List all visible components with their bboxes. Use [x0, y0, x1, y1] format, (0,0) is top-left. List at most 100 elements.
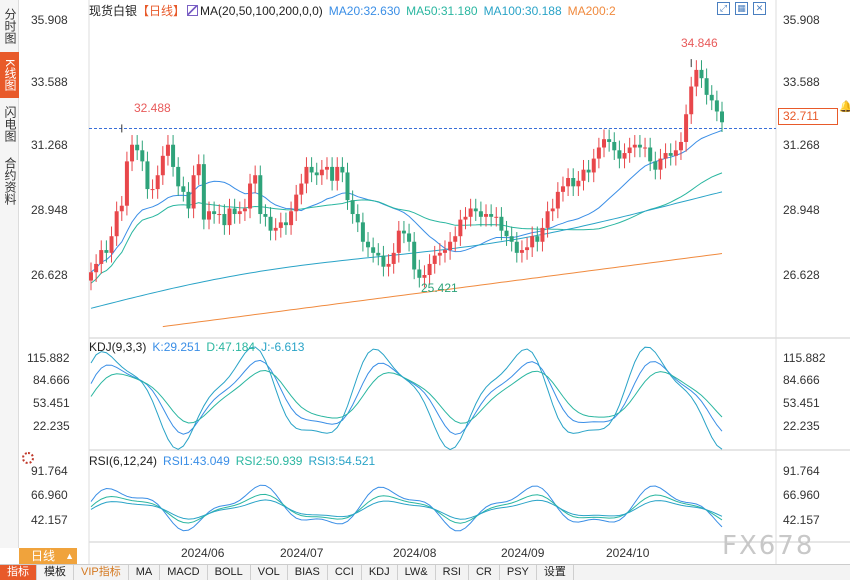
toolbar-ma[interactable]: MA	[129, 565, 161, 580]
candle-body	[330, 166, 335, 181]
candle-body	[509, 236, 514, 242]
candle-body	[381, 255, 386, 267]
ma50-value: MA50:31.180	[406, 4, 478, 18]
candle-body	[340, 166, 345, 173]
candle-body	[591, 158, 596, 173]
annotation-mid-high: 32.488	[134, 101, 171, 115]
candle-body	[499, 216, 504, 231]
toolbar-vip-indicators[interactable]: VIP指标	[74, 565, 129, 580]
candle-body	[653, 161, 658, 170]
toolbar-macd[interactable]: MACD	[160, 565, 208, 580]
chart-area[interactable]: 现货白银【日线】 MA(20,50,100,200,0,0) MA20:32.630…	[19, 0, 850, 564]
candle-body	[550, 208, 555, 212]
date-label-2: 2024/08	[393, 546, 437, 560]
grid-icon[interactable]: ▦	[735, 2, 748, 15]
candle-body	[586, 169, 591, 173]
candle-body	[304, 166, 309, 184]
candle-body	[581, 169, 586, 181]
candle-body	[396, 230, 401, 253]
toolbar-boll[interactable]: BOLL	[208, 565, 251, 580]
tab-kline-chart[interactable]: K线图	[0, 52, 19, 98]
toolbar-vol[interactable]: VOL	[251, 565, 288, 580]
kline-chart-svg[interactable]	[19, 0, 850, 564]
ma200-value: MA200:2	[567, 4, 616, 18]
toolbar-cci[interactable]: CCI	[328, 565, 362, 580]
candle-body	[299, 183, 304, 195]
candle-body	[186, 191, 191, 209]
period-selector-label: 日线	[31, 549, 56, 563]
candle-body	[104, 250, 109, 253]
bell-icon[interactable]: 🔔	[839, 101, 850, 113]
tab-flash-chart[interactable]: 闪电图	[3, 106, 17, 142]
tab-time-chart[interactable]: 分时图	[3, 8, 17, 44]
kdj-d-line	[90, 369, 723, 424]
toolbar-lw[interactable]: LW&	[398, 565, 436, 580]
candle-body	[468, 208, 473, 217]
toolbar-settings[interactable]: 设置	[537, 565, 574, 580]
candle-body	[324, 166, 329, 170]
toolbar-psy[interactable]: PSY	[500, 565, 537, 580]
candle-body	[427, 263, 432, 276]
candle-body	[268, 216, 273, 231]
candle-body	[643, 147, 648, 149]
candle-body	[648, 147, 653, 162]
candle-body	[171, 144, 176, 167]
candle-body	[258, 175, 263, 215]
candle-body	[109, 236, 114, 253]
candle-body	[484, 214, 489, 217]
fullscreen-icon[interactable]: ⤢	[717, 2, 730, 15]
candle-body	[560, 186, 565, 192]
close-icon[interactable]: ✕	[753, 2, 766, 15]
kdj-axis-right-2: 53.451	[783, 396, 820, 410]
candle-body	[119, 205, 124, 212]
candle-body	[391, 252, 396, 264]
candle-body	[519, 250, 524, 253]
candle-body	[504, 230, 509, 237]
candle-body	[345, 172, 350, 201]
candle-body	[709, 94, 714, 101]
kdj-j: J:-6.613	[261, 340, 305, 354]
toolbar-indicators[interactable]: 指标	[0, 565, 37, 580]
period-selector[interactable]: 日线 ▲	[19, 548, 77, 564]
toolbar-cr[interactable]: CR	[469, 565, 500, 580]
candle-body	[566, 178, 571, 187]
rsi-legend: RSI(6,12,24) RSI1:43.049 RSI2:50.939 RSI3:5…	[89, 454, 381, 468]
candle-body	[242, 208, 247, 212]
candle-body	[181, 186, 186, 192]
candle-body	[237, 211, 242, 215]
rsi2-line	[90, 493, 723, 524]
candle-body	[191, 175, 196, 209]
candle-body	[150, 189, 155, 191]
date-label-0: 2024/06	[181, 546, 225, 560]
price-axis-right-0: 35.908	[783, 13, 820, 27]
candle-body	[386, 263, 391, 267]
toolbar-templates[interactable]: 模板	[37, 565, 74, 580]
candle-body	[248, 183, 253, 209]
date-label-3: 2024/09	[501, 546, 545, 560]
period-label: 【日线】	[137, 4, 186, 18]
toolbar-rsi[interactable]: RSI	[436, 565, 469, 580]
rsi-axis-left-2: 42.157	[31, 513, 68, 527]
candle-body	[602, 139, 607, 148]
candle-body	[530, 236, 535, 248]
candle-body	[135, 144, 140, 151]
rsi-axis-right-0: 91.764	[783, 464, 820, 478]
candle-body	[289, 211, 294, 226]
candle-body	[145, 161, 150, 190]
candle-body	[366, 241, 371, 248]
ma-settings-icon[interactable]	[187, 5, 199, 16]
toolbar-bias[interactable]: BIAS	[288, 565, 328, 580]
candle-body	[294, 194, 299, 212]
candle-body	[442, 250, 447, 253]
price-axis-right-1: 33.588	[783, 75, 820, 89]
rsi-settings-icon[interactable]	[22, 452, 34, 464]
tab-contract-info[interactable]: 合约资料	[3, 157, 17, 205]
candle-body	[437, 252, 442, 256]
price-axis-left-3: 28.948	[31, 203, 68, 217]
candle-body	[607, 139, 612, 142]
kdj-axis-right-0: 115.882	[783, 351, 826, 365]
candle-body	[196, 164, 201, 176]
toolbar-kdj[interactable]: KDJ	[362, 565, 398, 580]
kdj-d: D:47.184	[206, 340, 256, 354]
candle-body	[489, 214, 494, 217]
